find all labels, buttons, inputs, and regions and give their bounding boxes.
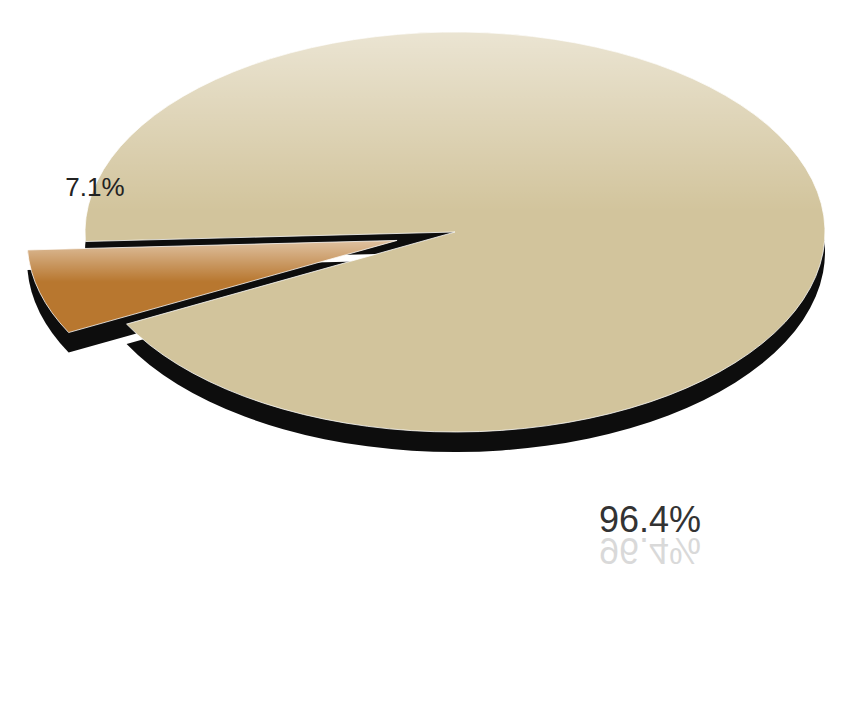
chart: 7.1%96.4%96.4%	[0, 0, 846, 708]
label-reflection: 96.4%	[599, 530, 701, 571]
data-labels: 7.1%96.4%96.4%	[65, 172, 701, 571]
data-label: 7.1%	[65, 172, 124, 202]
pie-slice	[85, 32, 825, 432]
slice-shine	[85, 32, 825, 432]
pie-slices	[27, 32, 825, 432]
